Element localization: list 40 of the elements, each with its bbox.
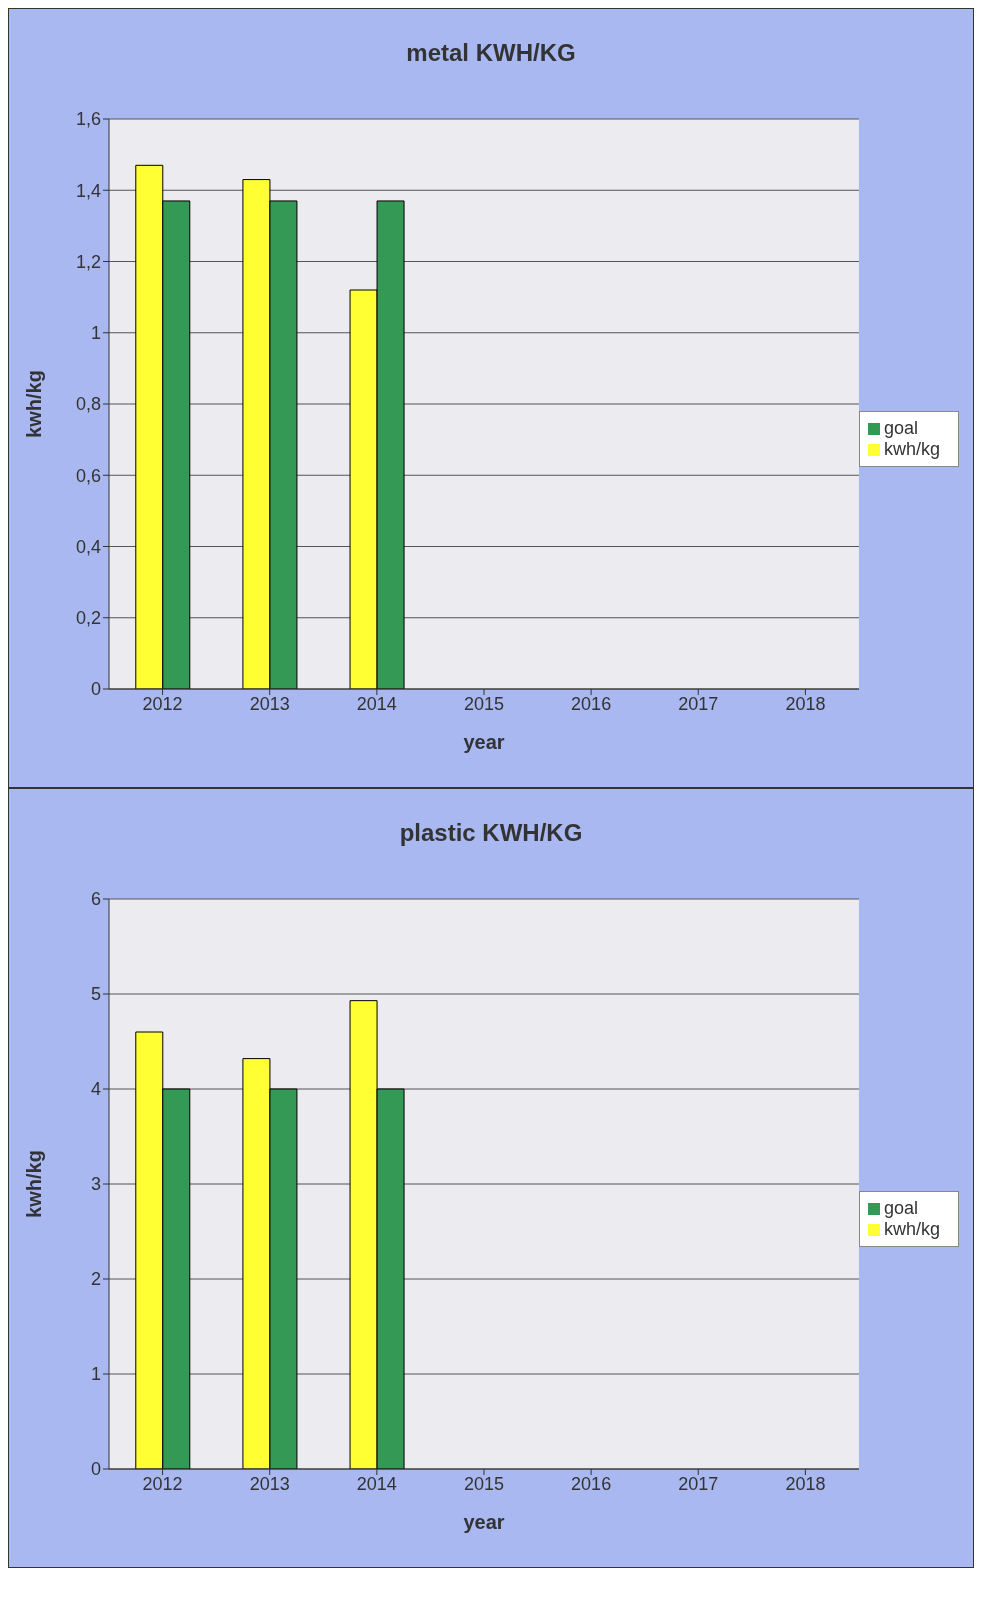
y-tick-label: 0,4: [75, 536, 101, 557]
chart-title: plastic KWH/KG: [398, 818, 584, 848]
y-tick-label: 1: [90, 323, 101, 344]
x-tick-label: 2016: [571, 693, 612, 714]
x-tick-label: 2012: [142, 693, 183, 714]
y-tick-label: 1,6: [75, 109, 101, 130]
legend-label: kwh/kg: [883, 1219, 940, 1239]
x-tick-label: 2012: [142, 1473, 183, 1494]
y-tick-label: 0,6: [75, 465, 101, 486]
legend-label: goal: [883, 1198, 918, 1218]
y-tick-label: 5: [90, 984, 101, 1005]
y-tick-label: 0: [90, 679, 101, 700]
x-tick-label: 2014: [356, 693, 397, 714]
y-tick-label: 0,8: [75, 394, 101, 415]
y-axis-title: kwh/kg: [23, 1150, 46, 1218]
legend-label: goal: [883, 418, 918, 438]
x-tick-label: 2013: [249, 1473, 290, 1494]
x-tick-label: 2015: [463, 1473, 505, 1494]
x-axis-title: year: [463, 1511, 505, 1533]
legend-label: kwh/kg: [883, 439, 940, 459]
y-tick-label: 0: [90, 1459, 101, 1480]
y-tick-label: 1,4: [75, 180, 101, 201]
x-tick-label: 2018: [785, 693, 826, 714]
y-tick-label: 3: [90, 1174, 101, 1195]
y-tick-label: 0,2: [75, 608, 101, 629]
x-tick-label: 2015: [463, 693, 505, 714]
x-axis-title: year: [463, 731, 505, 753]
x-tick-label: 2014: [356, 1473, 397, 1494]
y-tick-label: 1,2: [75, 251, 101, 272]
x-tick-label: 2016: [571, 1473, 612, 1494]
x-tick-label: 2018: [785, 1473, 826, 1494]
x-tick-label: 2017: [678, 693, 719, 714]
chart-title: metal KWH/KG: [405, 38, 577, 68]
y-tick-label: 4: [90, 1079, 101, 1100]
x-tick-label: 2017: [678, 1473, 719, 1494]
y-tick-label: 1: [90, 1364, 101, 1385]
y-axis-title: kwh/kg: [23, 370, 46, 438]
y-tick-label: 2: [90, 1269, 101, 1290]
y-tick-label: 6: [90, 889, 101, 910]
x-tick-label: 2013: [249, 693, 290, 714]
